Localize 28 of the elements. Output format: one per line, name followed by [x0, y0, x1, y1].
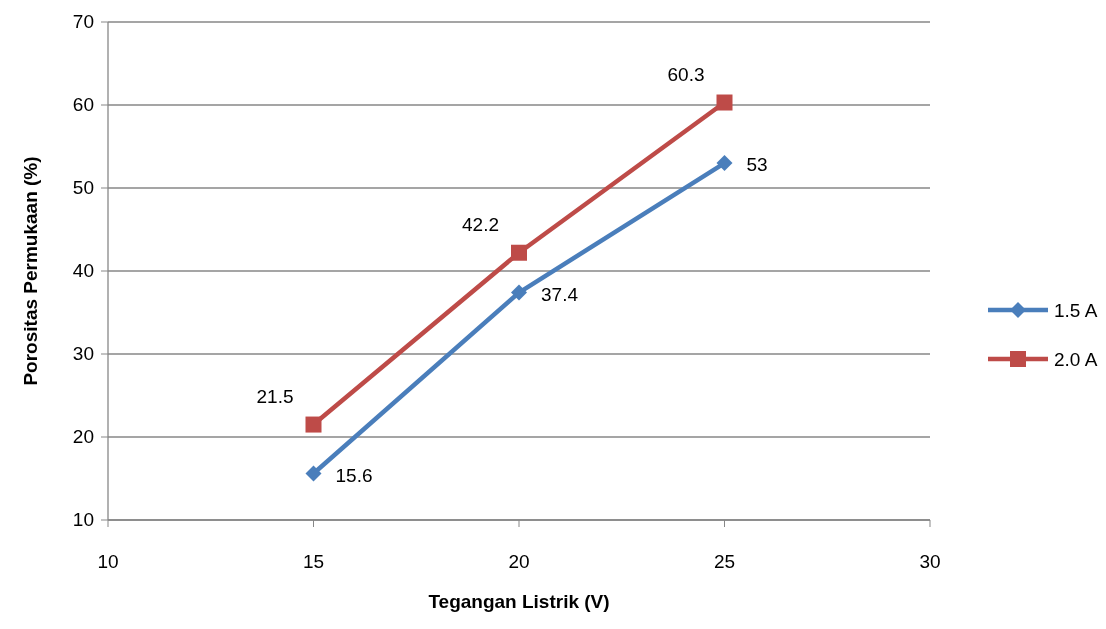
point	[511, 244, 527, 261]
data-label: 37.4	[541, 283, 579, 305]
point	[305, 465, 322, 482]
y-tick-label: 20	[72, 426, 94, 447]
y-axis-title: Porositas Permukaan (%)	[20, 156, 41, 386]
legend-label: 1.5 A	[1054, 300, 1098, 321]
data-label: 53	[746, 154, 768, 176]
x-tick-label: 20	[508, 551, 530, 572]
data-label: 60.3	[667, 63, 705, 85]
data-label: 21.5	[256, 385, 294, 407]
point	[305, 416, 322, 433]
point	[716, 94, 733, 111]
x-tick-label: 30	[919, 551, 941, 572]
x-tick-label: 25	[713, 551, 736, 572]
x-axis-title: Tegangan Listrik (V)	[428, 591, 610, 612]
y-tick-label: 60	[72, 94, 94, 115]
x-tick-label: 15	[302, 551, 325, 572]
data-label: 15.6	[335, 464, 373, 486]
point	[716, 155, 733, 172]
y-tick-label: 40	[72, 260, 94, 281]
legend-label: 2.0 A	[1054, 349, 1098, 370]
y-tick-label: 30	[72, 343, 94, 364]
y-tick-label: 10	[72, 509, 94, 530]
data-label: 42.2	[462, 213, 499, 235]
x-tick-label: 10	[97, 551, 119, 572]
y-tick-label: 50	[72, 177, 94, 198]
y-tick-label: 70	[72, 11, 94, 32]
point	[511, 284, 527, 301]
